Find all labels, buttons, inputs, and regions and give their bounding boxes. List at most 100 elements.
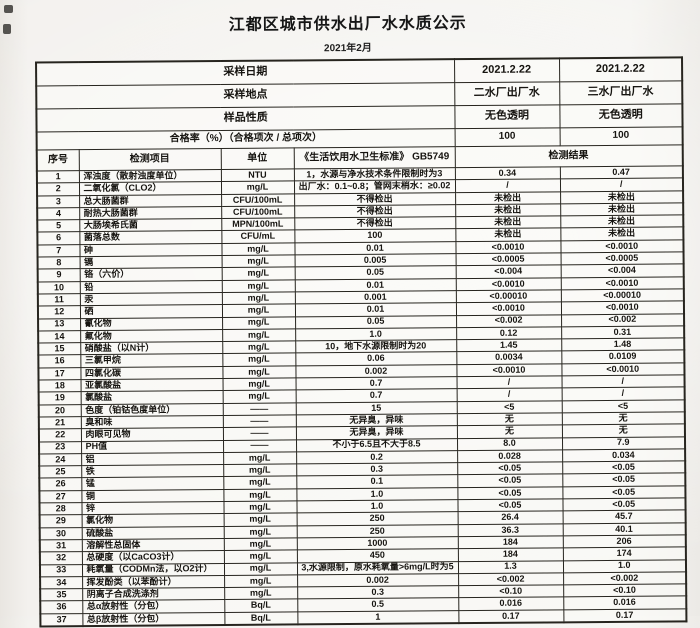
row-number: 21 — [38, 416, 81, 430]
sample-nature-plant3: 无色透明 — [559, 103, 683, 128]
unit-cell: mg/L — [221, 291, 295, 305]
unit-cell: mg/L — [222, 365, 296, 379]
result-plant3-cell: 未检出 — [560, 227, 684, 241]
test-item-name: 阴离子合成洗涤剂 — [82, 587, 225, 602]
result-plant2-cell: <0.0010 — [456, 363, 562, 377]
row-number: 3 — [37, 195, 80, 208]
unit-cell: mg/L — [221, 267, 295, 281]
row-number: 35 — [40, 588, 83, 602]
sample-nature-plant2: 无色透明 — [454, 104, 560, 129]
unit-cell: Bq/L — [224, 611, 298, 625]
test-item-name: 亚氯酸盐 — [80, 378, 223, 392]
test-item-name: 总大肠菌群 — [79, 194, 222, 208]
test-item-name: 大肠埃希氏菌 — [79, 218, 222, 233]
result-plant3-cell: 206 — [562, 534, 686, 549]
report-month: 2021年2月 — [323, 42, 372, 55]
test-item-name: 四氯化碳 — [80, 366, 223, 380]
row-number: 33 — [39, 564, 83, 577]
unit-cell: mg/L — [223, 500, 297, 514]
row-number: 17 — [38, 367, 81, 380]
result-plant3-cell: <0.0010 — [560, 301, 685, 315]
result-plant2-cell: 184 — [457, 548, 563, 562]
row-number: 5 — [37, 219, 80, 233]
result-plant3-cell: 无 — [561, 411, 685, 426]
result-plant2-cell: <0.05 — [457, 461, 563, 476]
unit-cell: CFU/100mL — [221, 193, 295, 207]
result-plant2-cell: <0.00010 — [455, 289, 561, 303]
page-title: 江都区城市供水出厂水水质公示 — [228, 15, 467, 34]
row-number: 8 — [37, 256, 80, 270]
result-plant3-cell: <0.0005 — [560, 251, 684, 266]
row-number: 19 — [38, 391, 81, 405]
sampling-date-plant3: 2021.2.22 — [559, 57, 683, 82]
row-number: 30 — [39, 527, 82, 540]
test-item-name: 肉眼可见物 — [80, 427, 223, 442]
result-plant3-cell: <0.05 — [562, 497, 686, 512]
result-plant3-cell: 未检出 — [560, 215, 684, 229]
result-plant3-cell: 0.016 — [563, 596, 687, 610]
test-item-name: 耗氧量（CODMn法，以O2计） — [81, 562, 225, 577]
test-item-name: 溶解性总固体 — [81, 538, 224, 552]
result-plant2-cell: / — [456, 388, 562, 402]
sampling-date-label: 采样日期 — [36, 59, 455, 86]
result-plant2-cell: <0.0010 — [455, 277, 561, 291]
result-plant2-cell: 0.12 — [456, 326, 562, 340]
result-plant2-cell: <0.0010 — [455, 240, 561, 254]
result-plant3-cell: / — [561, 387, 685, 401]
result-plant2-cell: <0.05 — [457, 498, 563, 512]
result-plant3-cell: 未检出 — [560, 202, 684, 217]
unit-cell: mg/L — [223, 488, 297, 502]
result-plant2-cell: 0.0034 — [456, 351, 562, 365]
result-plant3-cell: 7.9 — [561, 436, 686, 450]
result-plant2-cell: 0.17 — [458, 609, 564, 624]
result-plant2-cell: 未检出 — [455, 216, 561, 230]
row-number: 29 — [39, 514, 82, 528]
scan-smudge — [4, 5, 13, 13]
unit-cell: mg/L — [221, 304, 296, 318]
result-plant2-cell: 1.3 — [457, 560, 564, 574]
sampling-location-plant2: 二水厂出厂水 — [454, 81, 560, 106]
unit-cell: —— — [222, 414, 296, 428]
row-number: 4 — [37, 207, 80, 221]
test-item-name: 总β放射性（分包） — [82, 612, 225, 627]
unit-cell: CFU/100mL — [221, 205, 295, 219]
unit-cell: mg/L — [222, 377, 296, 391]
result-plant2-cell: 无 — [456, 412, 562, 426]
row-number: 36 — [40, 601, 83, 614]
row-number: 12 — [37, 305, 81, 319]
table-body: 1 浑浊度（散射浊度单位） NTU 1，水源与净水技术条件限制时为3 0.34 … — [36, 165, 687, 627]
unit-cell: mg/L — [223, 513, 297, 527]
result-plant3-cell: <0.0010 — [560, 239, 684, 253]
test-item-name: 铝 — [81, 452, 224, 466]
result-plant3-cell: <0.05 — [562, 460, 686, 475]
row-number: 9 — [37, 268, 80, 282]
test-item-name: 挥发酚类（以苯酚计） — [82, 575, 225, 589]
unit-cell: mg/L — [223, 464, 297, 477]
result-plant3-cell: <0.05 — [562, 473, 686, 487]
col-header-result: 检测结果 — [454, 144, 683, 168]
unit-cell: mg/L — [220, 181, 295, 195]
result-plant3-cell: / — [559, 178, 684, 192]
col-header-unit: 单位 — [220, 147, 294, 170]
sampling-location-plant3: 三水厂出厂水 — [559, 80, 683, 105]
pass-rate-plant2: 100 — [454, 127, 560, 147]
row-number: 10 — [37, 281, 80, 294]
result-plant2-cell: 无 — [456, 425, 562, 439]
unit-cell: mg/L — [223, 537, 297, 551]
unit-cell: mg/L — [222, 316, 296, 330]
result-plant3-cell: / — [561, 374, 685, 389]
result-plant3-cell: 无 — [561, 424, 685, 438]
result-plant3-cell: <0.05 — [562, 485, 686, 499]
standard-limit-cell: 1 — [297, 610, 459, 625]
result-plant3-cell: 40.1 — [562, 522, 686, 536]
result-plant2-cell: 0.34 — [454, 166, 560, 180]
test-item-name: 三氯甲烷 — [80, 353, 223, 368]
result-plant2-cell: / — [454, 179, 561, 193]
row-number: 1 — [36, 170, 79, 184]
result-plant3-cell: 174 — [562, 547, 686, 561]
unit-cell: MPN/100mL — [221, 218, 295, 231]
test-item-name: 氟化物 — [80, 329, 223, 343]
result-plant3-cell: <5 — [561, 399, 685, 413]
test-item-name: 铁 — [81, 464, 224, 479]
water-quality-table: 采样日期 2021.2.22 2021.2.22 采样地点 二水厂出厂水 三水厂… — [35, 56, 688, 628]
